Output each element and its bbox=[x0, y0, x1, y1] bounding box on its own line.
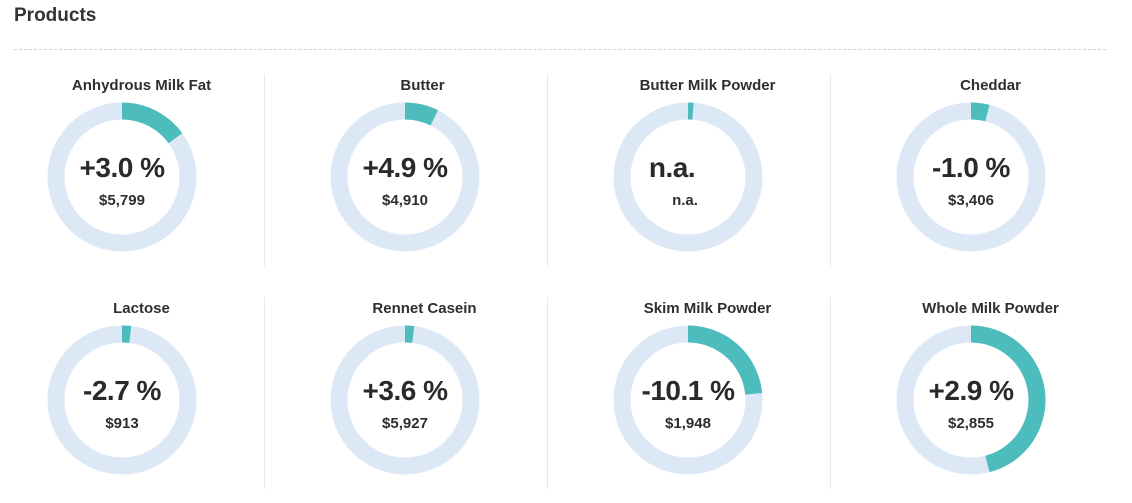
change-percent: +4.9 % bbox=[362, 152, 448, 183]
section-title: Products bbox=[14, 5, 97, 26]
price-value: $5,927 bbox=[382, 415, 428, 432]
donut-segment bbox=[970, 102, 990, 122]
product-card: Whole Milk Powder +2.9 % $2,855 bbox=[849, 297, 1132, 497]
price-value: $5,799 bbox=[99, 192, 145, 209]
product-card: Rennet Casein +3.6 % $5,927 bbox=[283, 297, 566, 497]
change-percent: -1.0 % bbox=[932, 152, 1010, 183]
product-name: Whole Milk Powder bbox=[922, 300, 1059, 317]
price-value: $913 bbox=[105, 415, 139, 432]
column-divider bbox=[547, 74, 548, 266]
product-card: Butter +4.9 % $4,910 bbox=[283, 74, 566, 274]
product-name: Lactose bbox=[113, 300, 170, 317]
donut-chart bbox=[613, 325, 763, 475]
price-value: $1,948 bbox=[665, 415, 711, 432]
donut-segment bbox=[687, 325, 763, 395]
column-divider bbox=[264, 297, 265, 489]
product-card: Anhydrous Milk Fat +3.0 % $5,799 bbox=[0, 74, 283, 274]
column-divider bbox=[547, 297, 548, 489]
change-percent: +3.6 % bbox=[362, 375, 448, 406]
change-percent: -2.7 % bbox=[83, 375, 161, 406]
price-value: $2,855 bbox=[948, 415, 994, 432]
price-value: $4,910 bbox=[382, 192, 428, 209]
column-divider bbox=[830, 297, 831, 489]
column-divider bbox=[264, 74, 265, 266]
price-value: n.a. bbox=[672, 192, 698, 209]
donut-chart bbox=[613, 102, 763, 252]
donut-chart bbox=[330, 325, 480, 475]
donut-segment bbox=[404, 325, 415, 343]
change-percent: +2.9 % bbox=[928, 375, 1014, 406]
donut-segment bbox=[404, 102, 438, 126]
column-divider bbox=[830, 74, 831, 266]
donut-segment bbox=[970, 325, 1046, 473]
product-name: Cheddar bbox=[960, 77, 1021, 94]
donut-chart bbox=[47, 325, 197, 475]
product-name: Rennet Casein bbox=[372, 300, 477, 317]
product-card: Butter Milk Powder n.a. n.a. bbox=[566, 74, 849, 274]
product-name: Anhydrous Milk Fat bbox=[71, 77, 212, 94]
change-percent: +3.0 % bbox=[79, 152, 165, 183]
change-percent: n.a. bbox=[648, 152, 696, 183]
product-card: Skim Milk Powder -10.1 % $1,948 bbox=[566, 297, 849, 497]
product-card: Lactose -2.7 % $913 bbox=[0, 297, 283, 497]
donut-chart bbox=[330, 102, 480, 252]
product-name: Skim Milk Powder bbox=[643, 300, 772, 317]
donut-segment bbox=[121, 325, 132, 343]
product-card: Cheddar -1.0 % $3,406 bbox=[849, 74, 1132, 274]
donut-chart bbox=[47, 102, 197, 252]
product-name: Butter Milk Powder bbox=[639, 77, 776, 94]
donut-chart bbox=[896, 102, 1046, 252]
donut-segment bbox=[121, 102, 183, 144]
price-value: $3,406 bbox=[948, 192, 994, 209]
change-percent: -10.1 % bbox=[641, 375, 736, 406]
donut-chart bbox=[896, 325, 1046, 475]
product-name: Butter bbox=[400, 77, 445, 94]
section-divider bbox=[14, 49, 1106, 50]
